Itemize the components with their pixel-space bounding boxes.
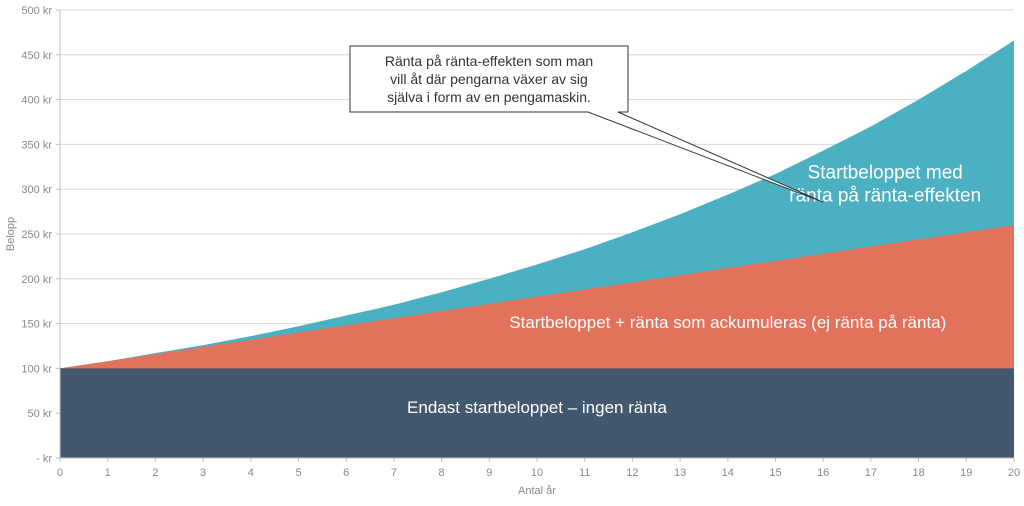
y-tick-label: 100 kr xyxy=(21,363,52,375)
x-tick-label: 8 xyxy=(439,467,445,479)
x-axis-title: Antal år xyxy=(518,485,556,497)
x-tick-label: 20 xyxy=(1008,467,1020,479)
x-tick-label: 14 xyxy=(722,467,734,479)
x-tick-label: 0 xyxy=(57,467,63,479)
x-tick-label: 1 xyxy=(105,467,111,479)
y-tick-label: 400 kr xyxy=(21,95,52,107)
y-axis-title: Belopp xyxy=(5,217,17,251)
x-tick-label: 12 xyxy=(626,467,638,479)
chart-svg: - kr 50 kr 100 kr 150 kr 200 kr 250 kr 300 kr 3… xyxy=(0,0,1024,506)
x-tick-label: 7 xyxy=(391,467,397,479)
y-tick-label: 450 kr xyxy=(21,50,52,62)
y-tick-label: 50 kr xyxy=(28,408,53,420)
area-label-simple: Startbeloppet + ränta som ackumuleras (e… xyxy=(509,313,946,332)
y-tick-label: 350 kr xyxy=(21,139,52,151)
callout-text-line: Ränta på ränta-effekten som man xyxy=(385,53,593,69)
x-tick-label: 18 xyxy=(912,467,924,479)
y-tick-label: 200 kr xyxy=(21,274,52,286)
callout-bubble xyxy=(350,46,823,202)
area-label-compound-line2: ränta på ränta-effekten xyxy=(789,185,981,206)
x-tick-label: 10 xyxy=(531,467,543,479)
x-tick-label: 4 xyxy=(248,467,254,479)
y-tick-label: 500 kr xyxy=(21,5,52,17)
area-label-compound-line1: Startbeloppet med xyxy=(808,162,963,183)
x-tick-label: 19 xyxy=(960,467,972,479)
x-tick-label: 3 xyxy=(200,467,206,479)
x-tick-label: 2 xyxy=(152,467,158,479)
x-tick-label: 11 xyxy=(579,467,590,479)
callout-text-line: själva i form av en pengamaskin. xyxy=(387,89,591,105)
compound-interest-chart: - kr 50 kr 100 kr 150 kr 200 kr 250 kr 300 kr 3… xyxy=(0,0,1024,506)
callout-text-line: vill åt där pengarna växer av sig xyxy=(390,71,588,87)
x-tick-label: 9 xyxy=(486,467,492,479)
x-tick-label: 15 xyxy=(769,467,781,479)
x-tick-label: 13 xyxy=(674,467,686,479)
y-tick-label: - kr xyxy=(36,453,52,465)
y-tick-label: 150 kr xyxy=(21,319,52,331)
area-label-principal: Endast startbeloppet – ingen ränta xyxy=(407,398,667,417)
x-tick-label: 17 xyxy=(865,467,877,479)
x-tick-label: 5 xyxy=(295,467,301,479)
x-tick-label: 6 xyxy=(343,467,349,479)
y-tick-label: 300 kr xyxy=(21,184,52,196)
y-tick-label: 250 kr xyxy=(21,229,52,241)
x-tick-label: 16 xyxy=(817,467,829,479)
